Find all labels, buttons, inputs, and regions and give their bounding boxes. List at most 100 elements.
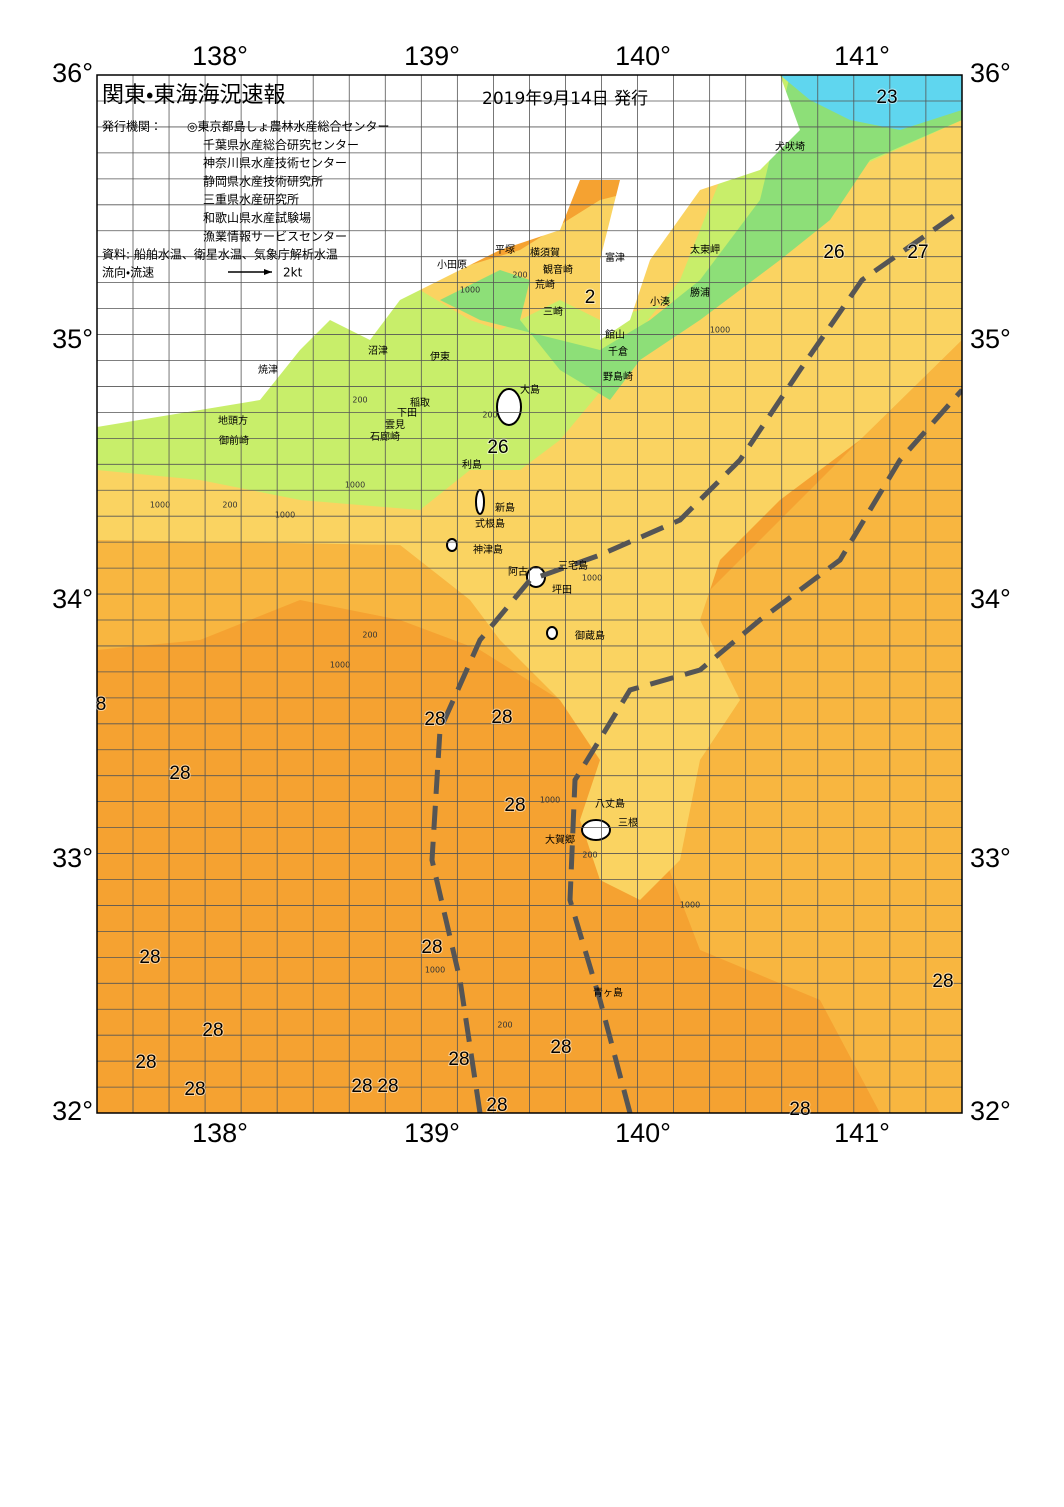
place-label: 利島 [462,458,482,471]
grid [97,75,962,1113]
temperature-label: 28 [202,1020,223,1041]
legend-speed: 2kt [283,266,303,280]
source: 資料: 船舶水温、衛星水温、気象庁解析水温 [102,247,338,262]
place-label: 太東岬 [690,243,720,256]
temperature-label: 28 [377,1076,398,1097]
place-label: 坪田 [552,583,572,596]
place-label: 大島 [520,383,540,396]
contour-label: 200 [482,411,497,420]
place-label: 館山 [605,328,625,341]
contour-label: 1000 [710,326,730,335]
issuer: 三重県水産研究所 [203,193,299,207]
place-label: 石廊崎 [370,430,400,443]
place-label: 地頭方 [218,414,248,427]
island [446,538,458,552]
cold-water [780,75,962,130]
lat-label: 33° [52,843,93,873]
place-label: 雲見 [385,419,405,431]
lon-label: 141° [834,1118,890,1148]
temperature-label: 28 [789,1099,810,1120]
issuer-label: 発行機関： [102,120,162,134]
contour-label: 1000 [680,901,700,910]
place-label: 沼津 [368,344,388,357]
lat-label: 35° [970,324,1011,354]
temperature-label: 23 [876,87,897,108]
contour-label: 1000 [330,661,350,670]
lat-label: 34° [970,584,1011,614]
lon-label: 139° [404,41,460,71]
temperature-label: 28 [184,1079,205,1100]
contour-label: 1000 [425,966,445,975]
place-label: 阿古 [508,565,528,578]
lon-label: 140° [615,41,671,71]
place-label: 富津 [605,251,625,264]
place-label: 新島 [495,501,515,514]
temperature-label: 8 [96,694,107,715]
temperature-label: 28 [491,707,512,728]
place-label: 大賀郷 [545,833,575,846]
issue-date: 2019年9月14日 発行 [482,89,648,109]
place-label: 神津島 [473,543,503,556]
lat-label: 32° [52,1096,93,1126]
lat-label: 34° [52,584,93,614]
place-label: 三崎 [543,305,563,318]
lon-label: 141° [834,41,890,71]
island [581,819,611,841]
place-label: 平塚 [495,244,515,256]
issuer: 神奈川県水産技術センター [203,155,347,170]
place-label: 千倉 [608,346,628,358]
contour-label: 200 [362,631,377,640]
issuer: 千葉県水産総合研究センター [203,137,359,152]
land [97,75,800,427]
lon-label: 139° [404,1118,460,1148]
issuer: 和歌山県水産試験場 [203,210,311,225]
issuer: 静岡県水産技術研究所 [203,173,323,188]
place-label: 小湊 [650,295,670,308]
place-label: 御蔵島 [575,629,605,642]
contour-label: 200 [222,501,237,510]
contour-label: 1000 [460,286,480,295]
temperature-label: 26 [487,437,508,458]
contour-label: 200 [582,851,597,860]
place-label: 青ヶ島 [593,986,623,999]
place-label: 犬吠埼 [775,140,805,153]
place-label: 稲取 [410,397,430,409]
contour-label: 1000 [540,796,560,805]
lat-label: 36° [52,58,93,88]
place-label: 横須賀 [530,246,560,259]
island [475,489,485,515]
temperature-label: 28 [169,763,190,784]
contour-label: 1000 [275,511,295,520]
temperature-label: 2 [585,287,596,308]
place-label: 三宅島 [558,559,588,572]
place-label: 御前崎 [219,434,249,447]
place-label: 八丈島 [595,797,625,810]
lat-label: 35° [52,324,93,354]
legend-arrowhead [264,269,272,275]
temperature-label: 28 [135,1052,156,1073]
place-label: 勝浦 [690,286,710,299]
issuer: 漁業情報サービスセンター [203,229,347,243]
contour-label: 200 [512,271,527,280]
temperature-label: 28 [139,947,160,968]
place-label: 荒崎 [535,278,555,291]
temperature-label: 28 [504,795,525,816]
colder-water [440,75,962,400]
kuroshio-axis [429,207,962,1113]
place-label: 下田 [397,408,417,419]
island [496,388,522,426]
contour-label: 1000 [582,574,602,583]
temperature-label: 26 [823,242,844,263]
lat-label: 33° [970,843,1011,873]
title: 関東・東海海況速報 [102,83,285,108]
temperature-label: 28 [424,709,445,730]
issuer: ◎東京都島しょ農林水産総合センター [187,119,389,134]
island [546,626,558,640]
temperature-label: 27 [907,242,928,263]
frame [96,74,963,1114]
place-label: 三根 [618,816,638,829]
